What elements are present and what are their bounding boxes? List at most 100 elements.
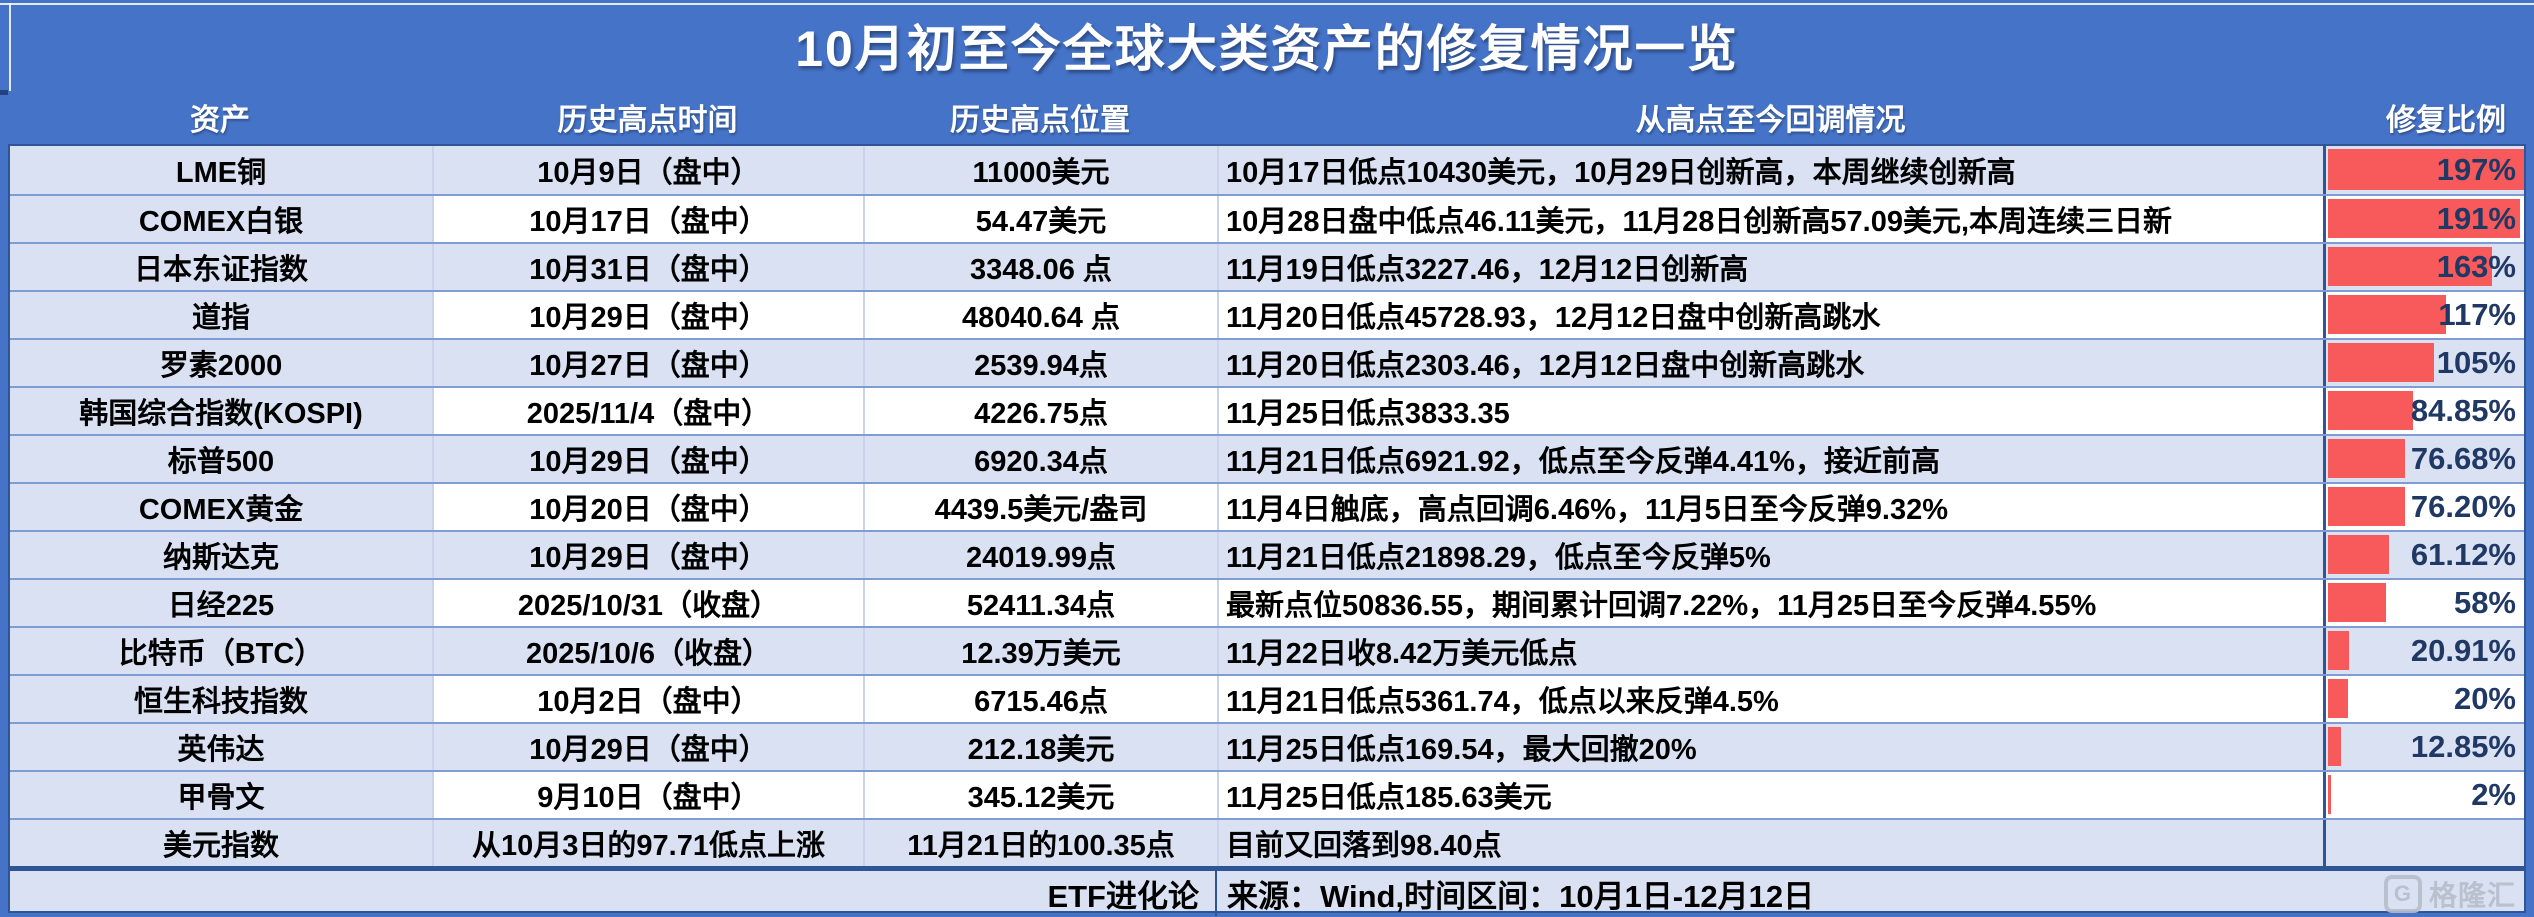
table-row: 纳斯达克 10月29日（盘中） 24019.99点 11月21日低点21898.… <box>10 530 2524 578</box>
high-point-value: 212.18美元 <box>865 724 1219 770</box>
asset-name: 甲骨文 <box>10 772 434 818</box>
recovery-ratio-cell <box>2326 820 2524 866</box>
table-row: 标普500 10月29日（盘中） 6920.34点 11月21日低点6921.9… <box>10 434 2524 482</box>
page-title: 10月初至今全球大类资产的修复情况一览 <box>795 21 1739 77</box>
asset-name: COMEX白银 <box>10 196 434 242</box>
recovery-data-bar <box>2328 343 2434 382</box>
recovery-data-bar <box>2328 439 2406 478</box>
recovery-ratio-value: 76.20% <box>2410 489 2516 524</box>
table-body: LME铜 10月9日（盘中） 11000美元 10月17日低点10430美元，1… <box>8 144 2526 868</box>
brand-label: ETF进化论 <box>10 871 1217 916</box>
high-point-value: 54.47美元 <box>865 196 1219 242</box>
high-time-value: 10月17日（盘中） <box>434 196 865 242</box>
watermark-label: 格隆汇 <box>2428 879 2516 911</box>
high-time-value: 10月20日（盘中） <box>434 484 865 530</box>
high-time-value: 9月10日（盘中） <box>434 772 865 818</box>
recovery-ratio-cell: 2% <box>2326 772 2524 818</box>
recovery-data-bar <box>2328 775 2331 814</box>
table-header: 资产 历史高点时间 历史高点位置 从高点至今回调情况 修复比例 <box>8 90 2526 144</box>
pullback-description: 最新点位50836.55，期间累计回调7.22%，11月25日至今反弹4.55% <box>1219 580 2326 626</box>
high-point-value: 6715.46点 <box>865 676 1219 722</box>
asset-name: 恒生科技指数 <box>10 676 434 722</box>
gridline-dash <box>0 90 8 95</box>
pullback-description: 11月25日低点3833.35 <box>1219 388 2326 434</box>
recovery-ratio-cell: 58% <box>2326 580 2524 626</box>
pullback-description: 11月19日低点3227.46，12月12日创新高 <box>1219 244 2326 290</box>
high-time-value: 2025/10/6（收盘） <box>434 628 865 674</box>
high-time-value: 10月31日（盘中） <box>434 244 865 290</box>
high-time-value: 10月9日（盘中） <box>434 146 865 194</box>
high-point-value: 52411.34点 <box>865 580 1219 626</box>
pullback-description: 11月25日低点185.63美元 <box>1219 772 2326 818</box>
recovery-data-bar <box>2328 631 2349 670</box>
recovery-ratio-cell: 61.12% <box>2326 532 2524 578</box>
recovery-ratio-value: 76.68% <box>2410 441 2516 476</box>
table-row: 韩国综合指数(KOSPI) 2025/11/4（盘中） 4226.75点 11月… <box>10 386 2524 434</box>
recovery-ratio-cell: 76.20% <box>2326 484 2524 530</box>
header-pullback: 从高点至今回调情况 <box>1635 104 1906 137</box>
pullback-description: 11月4日触底，高点回调6.46%，11月5日至今反弹9.32% <box>1219 484 2326 530</box>
header-high-value: 历史高点位置 <box>950 104 1130 137</box>
table-row: 道指 10月29日（盘中） 48040.64 点 11月20日低点45728.9… <box>10 290 2524 338</box>
recovery-ratio-value: 117% <box>2438 297 2516 332</box>
recovery-ratio-value: 105% <box>2436 345 2516 380</box>
recovery-data-bar <box>2328 199 2520 238</box>
gelonghui-logo-icon: G <box>2383 874 2422 913</box>
high-point-value: 12.39万美元 <box>865 628 1219 674</box>
table-row: 甲骨文 9月10日（盘中） 345.12美元 11月25日低点185.63美元 … <box>10 770 2524 818</box>
high-point-value: 11000美元 <box>865 146 1219 194</box>
pullback-description: 10月28日盘中低点46.11美元，11月28日创新高57.09美元,本周连续三… <box>1219 196 2326 242</box>
high-time-value: 10月29日（盘中） <box>434 292 865 338</box>
recovery-ratio-value: 12.85% <box>2410 729 2516 764</box>
high-point-value: 24019.99点 <box>865 532 1219 578</box>
recovery-data-bar <box>2328 727 2341 766</box>
recovery-ratio-value: 84.85% <box>2410 393 2516 428</box>
asset-name: 日本东证指数 <box>10 244 434 290</box>
recovery-ratio-value: 61.12% <box>2410 537 2516 572</box>
recovery-data-bar <box>2328 295 2446 334</box>
recovery-ratio-value: 2% <box>2471 777 2516 812</box>
gridline-top <box>0 3 2534 5</box>
asset-name: 标普500 <box>10 436 434 482</box>
recovery-ratio-cell: 197% <box>2326 146 2524 194</box>
table-row: 恒生科技指数 10月2日（盘中） 6715.46点 11月21日低点5361.7… <box>10 674 2524 722</box>
recovery-ratio-value: 20% <box>2453 681 2516 716</box>
high-point-value: 345.12美元 <box>865 772 1219 818</box>
recovery-ratio-value: 197% <box>2436 152 2516 187</box>
high-time-value: 10月2日（盘中） <box>434 676 865 722</box>
pullback-description: 11月20日低点45728.93，12月12日盘中创新高跳水 <box>1219 292 2326 338</box>
table-row: 比特币（BTC） 2025/10/6（收盘） 12.39万美元 11月22日收8… <box>10 626 2524 674</box>
asset-name: LME铜 <box>10 146 434 194</box>
asset-name: 韩国综合指数(KOSPI) <box>10 388 434 434</box>
pullback-description: 11月21日低点21898.29，低点至今反弹5% <box>1219 532 2326 578</box>
recovery-ratio-cell: 12.85% <box>2326 724 2524 770</box>
recovery-ratio-value: 58% <box>2453 585 2516 620</box>
recovery-ratio-cell: 191% <box>2326 196 2524 242</box>
high-point-value: 4439.5美元/盎司 <box>865 484 1219 530</box>
pullback-description: 11月20日低点2303.46，12月12日盘中创新高跳水 <box>1219 340 2326 386</box>
header-asset: 资产 <box>190 104 250 137</box>
recovery-ratio-cell: 117% <box>2326 292 2524 338</box>
table-row: 日本东证指数 10月31日（盘中） 3348.06 点 11月19日低点3227… <box>10 242 2524 290</box>
asset-name: 纳斯达克 <box>10 532 434 578</box>
table-row: 英伟达 10月29日（盘中） 212.18美元 11月25日低点169.54，最… <box>10 722 2524 770</box>
recovery-ratio-cell: 84.85% <box>2326 388 2524 434</box>
recovery-data-bar <box>2328 149 2524 190</box>
high-time-value: 10月29日（盘中） <box>434 436 865 482</box>
header-high-time: 历史高点时间 <box>557 104 738 137</box>
source-note: 来源：Wind,时间区间：10月1日-12月12日 <box>1227 879 1815 914</box>
watermark: G 格隆汇 <box>2383 874 2516 914</box>
recovery-ratio-cell: 163% <box>2326 244 2524 290</box>
high-time-value: 从10月3日的97.71低点上涨 <box>434 820 865 866</box>
asset-name: 道指 <box>10 292 434 338</box>
high-time-value: 2025/11/4（盘中） <box>434 388 865 434</box>
high-time-value: 10月29日（盘中） <box>434 724 865 770</box>
high-point-value: 48040.64 点 <box>865 292 1219 338</box>
pullback-description: 11月25日低点169.54，最大回撤20% <box>1219 724 2326 770</box>
table-row: 美元指数 从10月3日的97.71低点上涨 11月21日的100.35点 目前又… <box>10 818 2524 866</box>
recovery-ratio-cell: 20% <box>2326 676 2524 722</box>
pullback-description: 10月17日低点10430美元，10月29日创新高，本周继续创新高 <box>1219 146 2326 194</box>
pullback-description: 11月21日低点5361.74，低点以来反弹4.5% <box>1219 676 2326 722</box>
recovery-data-bar <box>2328 247 2492 286</box>
